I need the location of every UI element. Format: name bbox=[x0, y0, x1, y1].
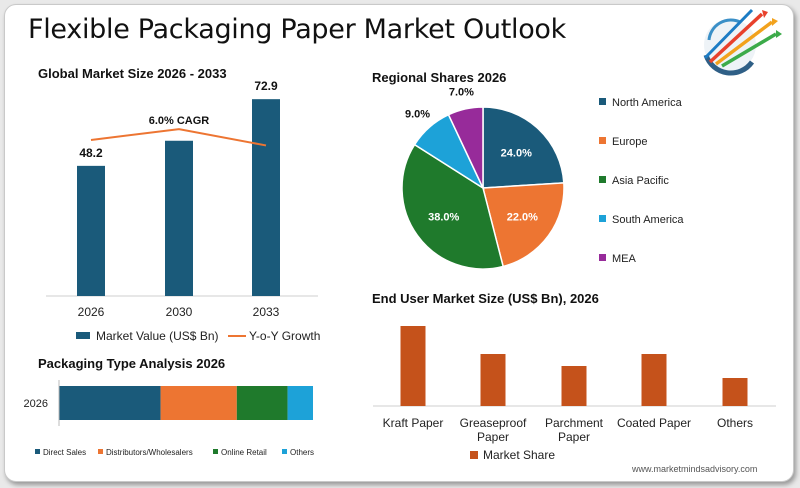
market-bar-2030 bbox=[165, 140, 193, 296]
legend-swatch bbox=[282, 449, 287, 454]
market-bar-2026 bbox=[77, 165, 105, 296]
pie-slice-north-america bbox=[482, 106, 565, 189]
bar-value-label: 48.2 bbox=[79, 146, 103, 160]
legend-label: South America bbox=[612, 214, 684, 226]
legend-swatch bbox=[599, 137, 606, 144]
end-user-bar bbox=[641, 354, 667, 406]
x-tick-label: Paper bbox=[477, 430, 509, 444]
bar-value-label: 72.9 bbox=[254, 79, 278, 93]
pie-slice-asia-pacific bbox=[401, 143, 505, 270]
legend-label-growth: Y-o-Y Growth bbox=[249, 329, 320, 343]
page-title: Flexible Packaging Paper Market Outlook bbox=[28, 14, 566, 45]
legend-label: Direct Sales bbox=[43, 448, 86, 457]
legend-swatch bbox=[213, 449, 218, 454]
pie-value-label: 9.0% bbox=[405, 109, 430, 121]
end-user-title: End User Market Size (US$ Bn), 2026 bbox=[372, 291, 599, 306]
legend-label: Others bbox=[290, 448, 314, 457]
pie-slice-mea bbox=[447, 106, 484, 189]
legend-label: Market Share bbox=[483, 448, 555, 462]
pie-value-label: 38.0% bbox=[428, 212, 459, 224]
x-tick-label: Paper bbox=[558, 430, 590, 444]
website-credit: www.marketmindsadvisory.com bbox=[632, 464, 758, 474]
legend-label: Asia Pacific bbox=[612, 175, 669, 187]
pie-value-label: 22.0% bbox=[507, 212, 538, 224]
cagr-annotation: 6.0% CAGR bbox=[149, 115, 210, 127]
x-tick-label: Parchment bbox=[545, 416, 604, 430]
end-user-bar bbox=[722, 378, 748, 406]
legend-label: MEA bbox=[612, 253, 637, 265]
market-bar-2033 bbox=[252, 99, 280, 296]
legend-swatch bbox=[599, 215, 606, 222]
stacked-segment-online-retail bbox=[236, 386, 288, 420]
x-tick-label: 2030 bbox=[166, 305, 193, 319]
x-tick-label: Greaseproof bbox=[460, 416, 527, 430]
regional-shares-title: Regional Shares 2026 bbox=[372, 70, 507, 85]
legend-swatch bbox=[35, 449, 40, 454]
x-tick-label: 2026 bbox=[78, 305, 105, 319]
legend-label: Europe bbox=[612, 136, 647, 148]
x-tick-label: Kraft Paper bbox=[383, 416, 444, 430]
y-tick-label: 2026 bbox=[24, 398, 48, 410]
pie-value-label: 7.0% bbox=[449, 86, 474, 98]
stacked-segment-others bbox=[287, 386, 313, 420]
x-tick-label: Coated Paper bbox=[617, 416, 691, 430]
market-size-title: Global Market Size 2026 - 2033 bbox=[38, 66, 227, 81]
legend-swatch bbox=[599, 176, 606, 183]
x-tick-label: 2033 bbox=[253, 305, 280, 319]
legend-swatch-market-value bbox=[76, 332, 90, 339]
legend-swatch bbox=[599, 98, 606, 105]
stacked-segment-direct-sales bbox=[59, 386, 161, 420]
packaging-type-title: Packaging Type Analysis 2026 bbox=[38, 356, 226, 371]
legend-swatch bbox=[98, 449, 103, 454]
stacked-segment-distributors-wholesalers bbox=[160, 386, 237, 420]
legend-swatch bbox=[599, 254, 606, 261]
end-user-bar bbox=[400, 326, 426, 406]
legend-label: Online Retail bbox=[221, 448, 267, 457]
end-user-bar bbox=[561, 366, 587, 406]
end-user-bar bbox=[480, 354, 506, 406]
legend-label: North America bbox=[612, 97, 683, 109]
legend-swatch bbox=[470, 451, 478, 459]
legend-label-market-value: Market Value (US$ Bn) bbox=[96, 329, 219, 343]
legend-label: Distributors/Wholesalers bbox=[106, 448, 193, 457]
pie-value-label: 24.0% bbox=[501, 148, 532, 160]
x-tick-label: Others bbox=[717, 416, 753, 430]
growth-line bbox=[90, 128, 267, 147]
pie-slice-europe bbox=[482, 182, 565, 268]
